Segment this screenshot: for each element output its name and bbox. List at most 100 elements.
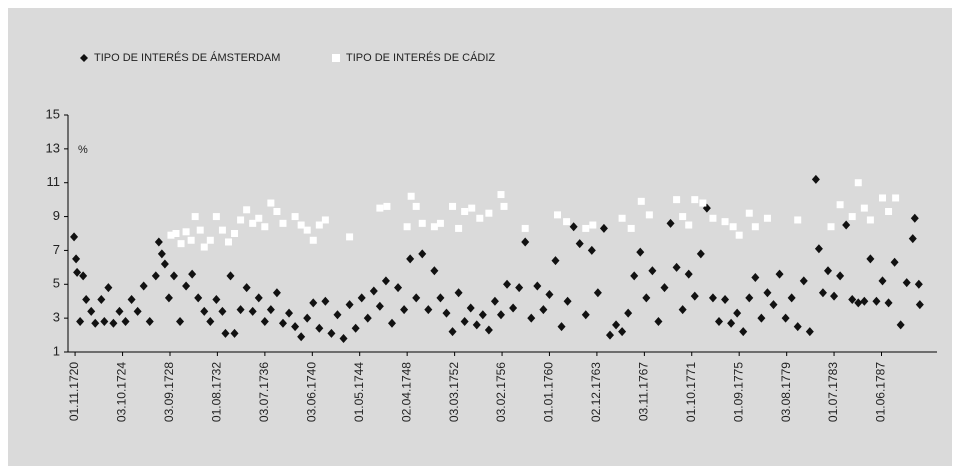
legend-swatch — [332, 54, 340, 62]
point — [575, 239, 584, 249]
point — [472, 320, 481, 330]
point — [793, 322, 802, 332]
point — [212, 213, 220, 221]
point — [775, 269, 784, 279]
point — [200, 306, 209, 316]
point — [72, 254, 81, 264]
point — [151, 271, 160, 281]
point — [729, 223, 737, 231]
x-tick-label: 01.06.1787 — [874, 362, 888, 422]
point — [814, 244, 823, 254]
point — [830, 291, 839, 301]
y-tick-label: 13 — [46, 140, 60, 155]
point — [799, 276, 808, 286]
point — [436, 293, 445, 303]
point — [133, 306, 142, 316]
point — [854, 298, 863, 308]
point — [73, 267, 82, 277]
point — [167, 231, 175, 239]
point — [721, 295, 730, 305]
point — [848, 295, 857, 305]
point — [624, 308, 633, 318]
point — [291, 322, 300, 332]
point — [848, 213, 856, 221]
point — [878, 276, 887, 286]
point — [104, 283, 113, 293]
point — [735, 231, 743, 239]
point — [309, 298, 318, 308]
point — [503, 279, 512, 289]
point — [733, 308, 742, 318]
point — [279, 219, 287, 227]
point — [200, 243, 208, 251]
point — [346, 233, 354, 241]
point — [589, 221, 597, 229]
x-tick-label: 03.10.1724 — [115, 362, 129, 422]
point — [369, 286, 378, 296]
point — [454, 288, 463, 298]
point — [563, 218, 571, 226]
point — [139, 281, 148, 291]
point — [690, 291, 699, 301]
x-tick-label: 01.09.1775 — [731, 362, 745, 422]
point — [430, 223, 438, 231]
x-tick-label: 01.07.1783 — [826, 362, 840, 422]
point — [645, 211, 653, 219]
point — [721, 218, 729, 226]
x-tick-label: 03.09.1728 — [162, 362, 176, 422]
point — [109, 318, 118, 328]
point — [666, 218, 675, 228]
point — [691, 196, 699, 204]
point — [618, 214, 626, 222]
point — [206, 236, 214, 244]
legend-label: TIPO DE INTERÉS DE CÁDIZ — [346, 51, 495, 64]
point — [115, 306, 124, 316]
point — [696, 249, 705, 259]
point — [375, 301, 384, 311]
point — [466, 303, 475, 313]
point — [709, 214, 717, 222]
point — [569, 222, 578, 232]
point — [910, 213, 919, 223]
point — [496, 310, 505, 320]
point — [490, 296, 499, 306]
point — [266, 305, 275, 315]
point — [739, 327, 748, 337]
y-tick-label: 15 — [46, 106, 60, 121]
point — [685, 221, 693, 229]
point — [678, 305, 687, 315]
point — [291, 213, 299, 221]
point — [351, 323, 360, 333]
point — [539, 305, 548, 315]
point — [79, 271, 88, 281]
point — [303, 226, 311, 234]
point — [176, 317, 185, 327]
point — [127, 295, 136, 305]
point — [236, 305, 245, 315]
y-tick-label: 3 — [53, 310, 60, 325]
point — [527, 313, 536, 323]
point — [805, 327, 814, 337]
x-tick-label: 02.12.1763 — [589, 362, 603, 422]
point — [627, 224, 635, 232]
legend-label: TIPO DE INTERÉS DE ÁMSTERDAM — [94, 51, 280, 64]
x-tick-label: 03.07.1736 — [257, 362, 271, 422]
point — [400, 305, 409, 315]
point — [478, 310, 487, 320]
point — [339, 333, 348, 343]
point — [630, 271, 639, 281]
point — [231, 230, 239, 237]
point — [260, 317, 269, 327]
point — [554, 211, 562, 219]
point — [70, 232, 79, 242]
point — [484, 325, 493, 335]
point — [363, 313, 372, 323]
chart-background — [8, 8, 952, 466]
point — [191, 213, 199, 221]
point — [521, 237, 530, 247]
point — [412, 202, 420, 210]
x-tick-label: 03.03.1752 — [447, 362, 461, 422]
point — [757, 313, 766, 323]
y-tick-label: 9 — [53, 208, 60, 223]
